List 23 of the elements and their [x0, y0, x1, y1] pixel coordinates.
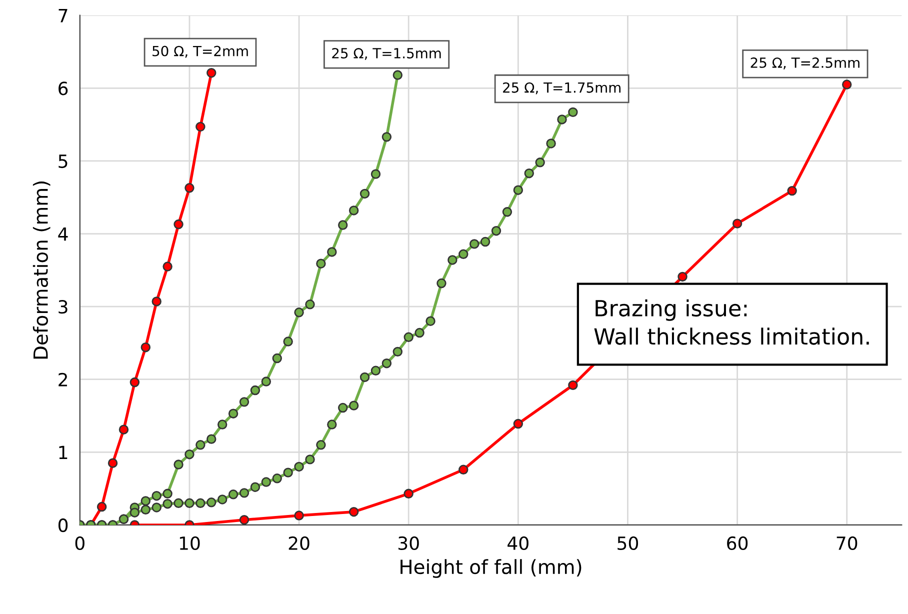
series-label: 25 Ω, T=1.5mm [332, 48, 441, 60]
x-tick-label: 40 [508, 536, 528, 550]
series-label: 50 Ω, T=2mm [152, 46, 248, 58]
x-tick-label: 70 [836, 536, 858, 550]
y-axis-title: Deformation (mm) [32, 181, 50, 359]
x-tick-label: 0 [75, 536, 84, 550]
y-tick-label: 7 [58, 9, 68, 22]
x-tick-label: 30 [398, 536, 419, 550]
y-tick-label: 0 [58, 518, 68, 532]
annotation: Brazing issue: Wall thickness limitation. [594, 299, 869, 345]
y-tick-label: 2 [58, 372, 67, 386]
y-tick-label: 4 [58, 227, 68, 241]
x-tick-label: 10 [180, 536, 200, 550]
y-tick-label: 6 [58, 82, 68, 96]
y-tick-label: 3 [58, 300, 68, 314]
series-label: 25 Ω, T=1.75mm [503, 82, 620, 94]
x-axis-title: Height of fall (mm) [400, 559, 582, 578]
series-label: 25 Ω, T=2.5mm [750, 57, 860, 70]
x-tick-label: 50 [618, 536, 638, 550]
x-tick-label: 20 [288, 536, 310, 550]
y-tick-label: 1 [59, 446, 68, 460]
x-tick-label: 60 [727, 536, 748, 550]
y-tick-label: 5 [58, 154, 68, 168]
